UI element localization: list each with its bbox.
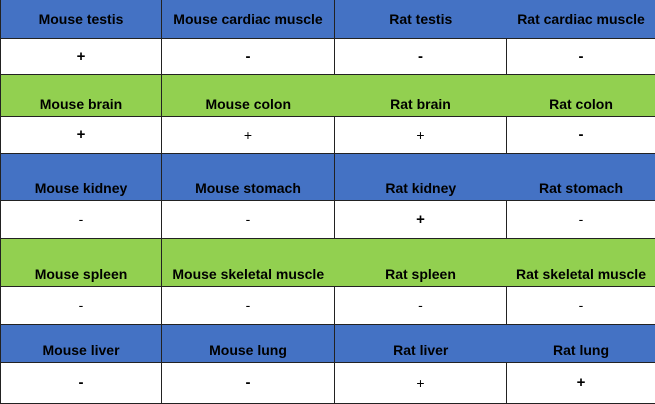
expression-value-row: - - + + [1,362,655,403]
value-rat-spleen: - [335,286,507,324]
tissue-label-rat-spleen: Rat spleen [335,238,507,286]
value-rat-cardiac-muscle: - [507,38,655,74]
tissue-label-mouse-colon: Mouse colon [162,74,335,116]
tissue-label-rat-stomach: Rat stomach [507,153,655,200]
expression-value-row: - - + - [1,200,655,238]
value-mouse-cardiac-muscle: - [162,38,335,74]
tissue-label-mouse-stomach: Mouse stomach [162,153,335,200]
tissue-header-row: Mouse spleen Mouse skeletal muscle Rat s… [1,238,655,286]
value-rat-kidney: + [335,200,507,238]
tissue-label-mouse-skeletal-muscle: Mouse skeletal muscle [162,238,335,286]
tissue-label-rat-colon: Rat colon [507,74,655,116]
tissue-label-rat-kidney: Rat kidney [335,153,507,200]
tissue-label-mouse-brain: Mouse brain [1,74,162,116]
value-mouse-stomach: - [162,200,335,238]
tissue-header-row: Mouse liver Mouse lung Rat liver Rat lun… [1,324,655,362]
value-mouse-spleen: - [1,286,162,324]
value-mouse-skeletal-muscle: - [162,286,335,324]
tissue-label-rat-lung: Rat lung [507,324,655,362]
value-rat-liver: + [335,362,507,403]
value-mouse-colon: + [162,116,335,153]
tissue-header-row: Mouse kidney Mouse stomach Rat kidney Ra… [1,153,655,200]
value-mouse-kidney: - [1,200,162,238]
value-rat-testis: - [335,38,507,74]
tissue-label-mouse-kidney: Mouse kidney [1,153,162,200]
value-mouse-lung: - [162,362,335,403]
value-rat-colon: - [507,116,655,153]
tissue-label-mouse-lung: Mouse lung [162,324,335,362]
tissue-label-mouse-testis: Mouse testis [1,0,162,38]
value-mouse-liver: - [1,362,162,403]
tissue-label-mouse-spleen: Mouse spleen [1,238,162,286]
value-mouse-brain: + [1,116,162,153]
tissue-header-row: Mouse testis Mouse cardiac muscle Rat te… [1,0,655,38]
tissue-label-rat-liver: Rat liver [335,324,507,362]
tissue-label-rat-testis: Rat testis [335,0,507,38]
tissue-label-rat-skeletal-muscle: Rat skeletal muscle [507,238,655,286]
value-rat-skeletal-muscle: - [507,286,655,324]
expression-value-row: + + + - [1,116,655,153]
tissue-label-rat-brain: Rat brain [335,74,507,116]
expression-value-row: + - - - [1,38,655,74]
value-rat-stomach: - [507,200,655,238]
value-mouse-testis: + [1,38,162,74]
tissue-label-mouse-cardiac-muscle: Mouse cardiac muscle [162,0,335,38]
tissue-label-rat-cardiac-muscle: Rat cardiac muscle [507,0,655,38]
value-rat-brain: + [335,116,507,153]
tissue-label-mouse-liver: Mouse liver [1,324,162,362]
tissue-header-row: Mouse brain Mouse colon Rat brain Rat co… [1,74,655,116]
expression-value-row: - - - - [1,286,655,324]
value-rat-lung: + [507,362,655,403]
